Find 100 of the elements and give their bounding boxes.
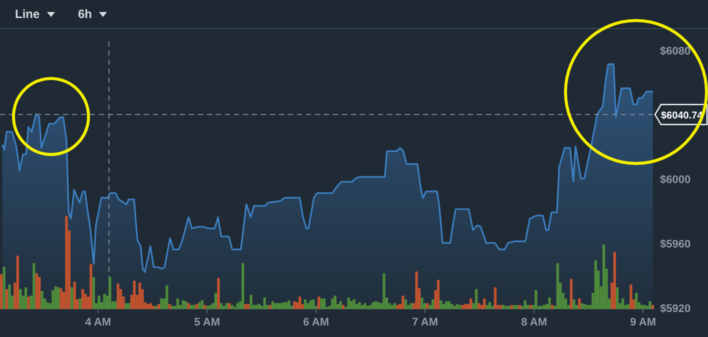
- bar: [524, 300, 526, 309]
- bar: [643, 304, 646, 309]
- bar: [246, 304, 250, 309]
- bar: [176, 298, 180, 309]
- bar: [510, 304, 513, 309]
- bar: [461, 304, 464, 309]
- bar: [81, 289, 84, 309]
- bar: [352, 299, 356, 309]
- bar: [486, 304, 488, 309]
- bar: [516, 304, 518, 309]
- bar: [5, 289, 8, 309]
- bar: [27, 296, 30, 309]
- bar: [529, 304, 532, 309]
- bar: [288, 300, 290, 309]
- bar: [322, 298, 326, 309]
- bar: [38, 277, 41, 309]
- bar: [271, 301, 274, 309]
- bar: [244, 304, 247, 309]
- bar: [128, 303, 130, 309]
- bar: [154, 306, 158, 309]
- bar: [250, 294, 252, 309]
- bar: [402, 296, 404, 309]
- bar: [410, 303, 412, 309]
- bar: [220, 303, 222, 309]
- bar: [190, 304, 193, 309]
- bar: [182, 300, 185, 309]
- bar: [372, 302, 374, 309]
- x-tick-label: 8 AM: [521, 316, 548, 329]
- text: Line: [15, 7, 40, 21]
- bar: [334, 296, 336, 309]
- bar: [507, 306, 510, 309]
- bar: [40, 291, 44, 309]
- bar: [478, 303, 480, 309]
- bar: [198, 302, 201, 309]
- bar: [73, 282, 76, 309]
- bar: [488, 302, 492, 309]
- bar: [358, 302, 361, 309]
- bar: [382, 273, 386, 309]
- bar: [184, 301, 188, 309]
- bar: [445, 301, 448, 309]
- bar: [52, 290, 54, 309]
- bar: [594, 260, 597, 309]
- bar: [432, 299, 434, 309]
- bar: [526, 304, 530, 309]
- bar: [648, 301, 652, 309]
- bar: [502, 304, 505, 309]
- bar: [166, 285, 168, 309]
- bar: [225, 303, 228, 309]
- bar: [331, 298, 334, 309]
- bar: [204, 304, 206, 309]
- bar: [192, 304, 196, 309]
- bar: [146, 304, 150, 309]
- bar: [268, 304, 272, 309]
- bar: [640, 304, 644, 309]
- bar: [108, 277, 112, 309]
- bar: [217, 278, 220, 309]
- bar: [572, 299, 576, 309]
- bar: [157, 304, 160, 309]
- bar: [396, 304, 399, 309]
- x-tick-label: 4 AM: [85, 316, 112, 329]
- bar: [436, 280, 440, 309]
- x-tick-label: 5 AM: [194, 316, 220, 329]
- bar: [309, 300, 312, 309]
- bar: [453, 306, 456, 309]
- x-tick-label: 9 AM: [630, 316, 656, 329]
- bar: [469, 298, 472, 309]
- bar: [347, 298, 350, 309]
- bar: [320, 298, 323, 309]
- bar: [152, 306, 155, 309]
- bar: [339, 301, 342, 309]
- bar: [206, 306, 209, 309]
- bar: [24, 287, 28, 309]
- bar: [364, 303, 366, 309]
- bar: [534, 290, 538, 309]
- bar: [242, 263, 244, 309]
- bar: [65, 216, 68, 309]
- bar: [616, 287, 619, 309]
- bar: [613, 252, 616, 309]
- bar: [160, 298, 163, 309]
- bar: [306, 303, 310, 309]
- bar: [426, 303, 429, 309]
- x-tick-label: 7 AM: [412, 316, 438, 329]
- bar: [46, 302, 49, 309]
- bar: [415, 271, 418, 309]
- bar: [312, 299, 315, 309]
- bar: [228, 303, 231, 309]
- bar: [420, 298, 424, 309]
- bar: [57, 287, 60, 309]
- bar: [491, 306, 494, 309]
- bar: [550, 304, 554, 309]
- bar: [342, 304, 345, 309]
- bar: [32, 263, 36, 309]
- y-tick-label: $6000: [660, 174, 691, 186]
- bar: [512, 304, 516, 309]
- bar: [60, 288, 62, 309]
- bar: [448, 301, 450, 309]
- bar: [208, 304, 212, 309]
- bar: [149, 303, 152, 309]
- bar: [293, 301, 296, 309]
- bar: [230, 304, 234, 309]
